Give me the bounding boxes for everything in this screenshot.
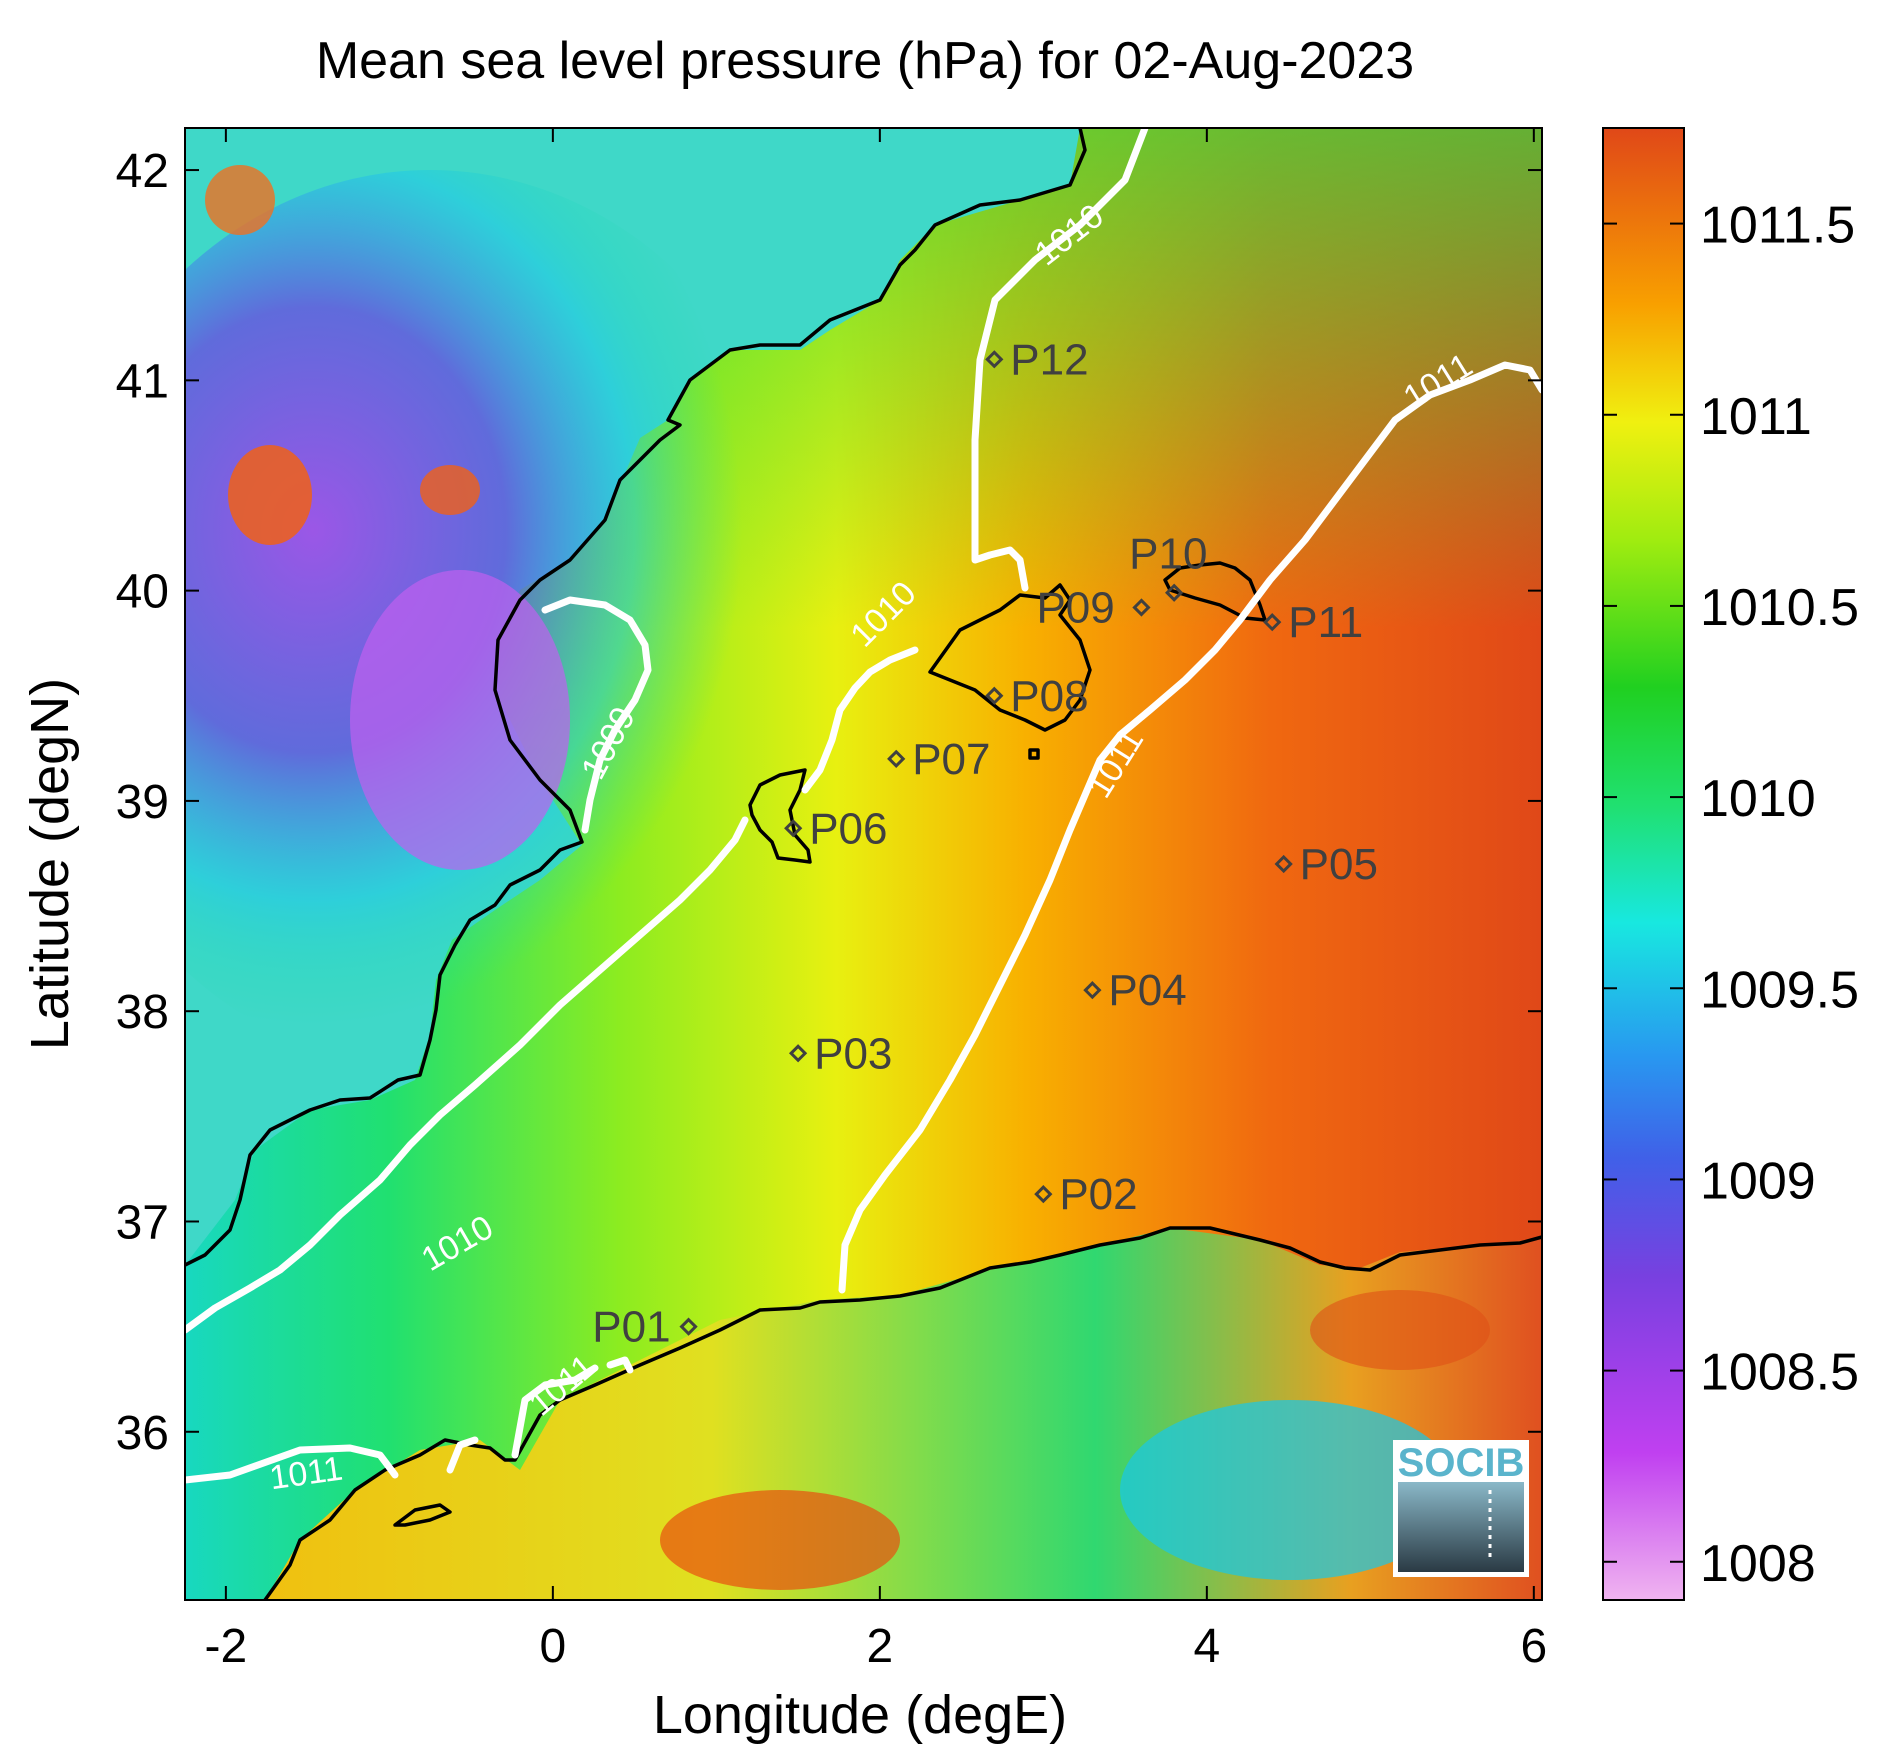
station-p04: P04: [1083, 966, 1187, 1015]
x-axis-label: Longitude (degE): [653, 1685, 1067, 1745]
station-marker: [887, 749, 906, 768]
station-label: P10: [1129, 530, 1207, 579]
y-axis: 36 37 38 39 40 41 42: [116, 145, 1542, 1460]
station-p10: P10: [1129, 530, 1207, 602]
iberia-hotspot-2: [420, 465, 480, 515]
station-p07: P07: [887, 735, 990, 784]
africa-cool-zone: [1120, 1400, 1460, 1580]
station-p02: P02: [1034, 1170, 1138, 1219]
station-label: P03: [814, 1029, 892, 1078]
station-marker: [1263, 613, 1282, 632]
iberia-hotspot-3: [205, 165, 275, 235]
socib-logo: SOCIB: [1393, 1440, 1529, 1577]
x-tick-label: -2: [205, 1620, 248, 1673]
station-p09: P09: [1036, 583, 1151, 632]
colorbar-tick-label: 1009: [1700, 1152, 1816, 1210]
y-tick-label: 42: [116, 145, 169, 198]
x-tick-label: 6: [1520, 1620, 1547, 1673]
station-p12: P12: [985, 335, 1089, 384]
iberia-hotspot-1: [228, 445, 312, 545]
y-tick-label: 38: [116, 986, 169, 1039]
station-label: P11: [1288, 598, 1363, 647]
station-marker: [985, 686, 1004, 705]
socib-logo-text: SOCIB: [1398, 1441, 1525, 1485]
station-label: P05: [1300, 840, 1378, 889]
coastlines: [185, 128, 1542, 1600]
colorbar: 1008 1008.5 1009 1009.5 1010 1010.5 1011 1011.5: [1602, 127, 1859, 1601]
x-axis: -2 0 2 4 6: [205, 128, 1547, 1673]
station-p08: P08: [985, 672, 1089, 721]
station-p03: P03: [788, 1029, 892, 1078]
africa-warm-zone-2: [1310, 1290, 1490, 1370]
y-axis-label: Latitude (degN): [20, 678, 80, 1050]
y-tick-label: 37: [116, 1196, 169, 1249]
station-marker: [985, 350, 1004, 369]
colorbar-tick-label: 1011.5: [1700, 197, 1855, 255]
colorbar-tick-label: 1010: [1700, 770, 1816, 828]
station-marker: [784, 819, 803, 838]
station-marker: [1165, 583, 1184, 602]
station-label: P09: [1036, 583, 1114, 632]
colorbar-ticks: 1008 1008.5 1009 1009.5 1010 1010.5 1011 1011.5: [1603, 197, 1859, 1593]
contour-lines: [185, 128, 1542, 1484]
station-marker: [788, 1044, 808, 1063]
colorbar-tick-label: 1008: [1700, 1535, 1816, 1593]
y-tick-label: 39: [116, 776, 169, 829]
station-label: P06: [809, 804, 887, 853]
station-marker: [1274, 854, 1293, 874]
station-p11: P11: [1263, 598, 1363, 647]
station-marker: [1083, 981, 1102, 1000]
station-marker: [679, 1317, 698, 1336]
station-label: P01: [592, 1303, 670, 1352]
iberia-low-core: [350, 570, 570, 870]
colorbar-tick-label: 1011: [1700, 388, 1812, 446]
plot-frame: [184, 127, 1543, 1601]
station-label: P04: [1108, 966, 1186, 1015]
y-tick-label: 40: [116, 566, 169, 619]
station-marker: [1132, 598, 1151, 617]
station-label: P07: [912, 735, 990, 784]
colorbar-gradient: [1602, 127, 1685, 1601]
station-label: P08: [1010, 672, 1088, 721]
station-label: P02: [1059, 1170, 1137, 1219]
x-tick-label: 4: [1193, 1620, 1220, 1673]
station-marker: [1034, 1185, 1053, 1204]
y-tick-label: 36: [116, 1407, 169, 1460]
station-p05: P05: [1274, 840, 1378, 889]
x-tick-label: 0: [540, 1620, 567, 1673]
stations: P01 P02 P03 P04 P05 P06 P07 P08 P09 P10 P11 P12: [592, 335, 1378, 1351]
station-label: P12: [1010, 335, 1088, 384]
colorbar-tick-label: 1009.5: [1700, 961, 1859, 1019]
colorbar-tick-label: 1008.5: [1700, 1344, 1859, 1402]
x-tick-label: 2: [866, 1620, 893, 1673]
station-p06: P06: [784, 804, 887, 853]
station-p01: P01: [592, 1303, 698, 1352]
y-tick-label: 41: [116, 355, 169, 408]
africa-warm-zone-1: [660, 1490, 900, 1590]
colorbar-tick-label: 1010.5: [1700, 579, 1859, 637]
chart-title: Mean sea level pressure (hPa) for 02-Aug…: [316, 32, 1414, 90]
